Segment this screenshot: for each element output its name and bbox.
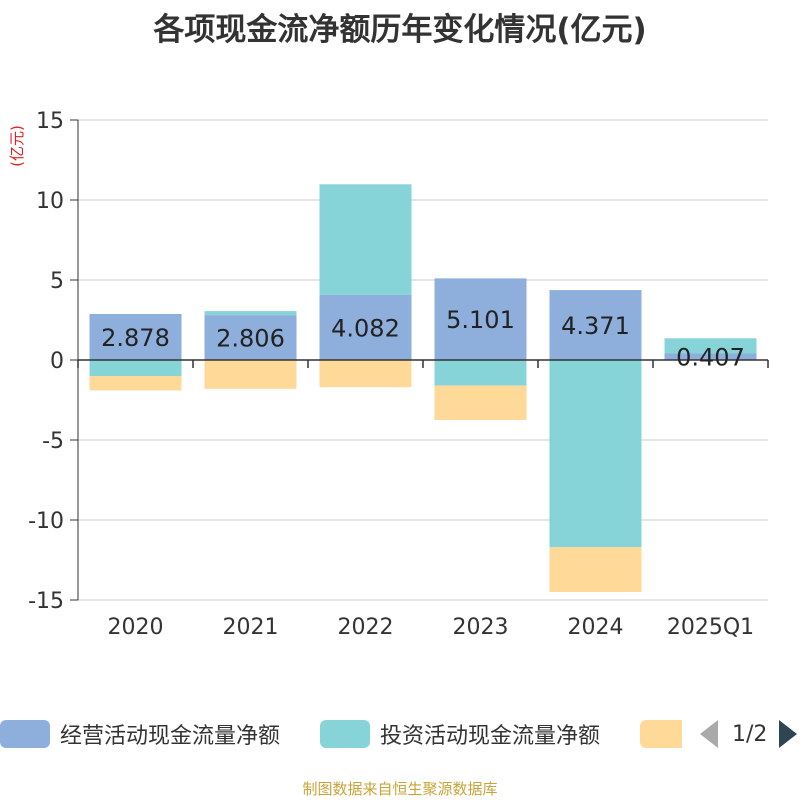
footer-source: 制图数据来自恒生聚源数据库: [302, 780, 498, 798]
legend-swatch-investing: [320, 720, 370, 748]
data-label: 4.082: [331, 314, 400, 342]
bar-operating: [204, 315, 297, 360]
x-tick-label: 2021: [223, 615, 279, 640]
data-label: 4.371: [561, 312, 630, 340]
bar-third: [89, 376, 182, 391]
data-label: 2.806: [216, 325, 285, 353]
bar-third: [319, 360, 412, 388]
bar-operating: [664, 353, 757, 360]
y-tick-label: 10: [36, 189, 64, 214]
bar-investing: [204, 311, 297, 316]
legend-item-third[interactable]: [640, 716, 682, 752]
grid-layer: [78, 119, 768, 601]
legend-swatch-third: [640, 720, 682, 748]
legend-label-investing: 投资活动现金流量净额: [380, 724, 601, 749]
bars-layer: [89, 184, 757, 592]
chart-title: 各项现金流净额历年变化情况(亿元): [153, 12, 647, 48]
bar-operating: [319, 294, 412, 360]
bar-investing: [664, 338, 757, 354]
bar-investing: [319, 184, 412, 295]
y-axis-unit-label: (亿元): [8, 125, 26, 167]
y-tick-label: 0: [50, 349, 64, 374]
bar-investing: [89, 360, 182, 376]
bar-investing: [549, 360, 642, 548]
bar-operating: [434, 278, 527, 360]
y-tick-label: 5: [50, 269, 64, 294]
x-tick-label: 2024: [568, 615, 624, 640]
bar-operating: [549, 290, 642, 360]
data-label: 0.407: [676, 344, 745, 372]
x-tick-label: 2023: [453, 615, 509, 640]
pager-text: 1/2: [732, 721, 768, 747]
y-tick-label: -15: [28, 589, 64, 614]
y-tick-label: 15: [36, 109, 64, 134]
x-tick-label: 2022: [338, 615, 394, 640]
data-label: 2.878: [101, 324, 170, 352]
bar-operating: [89, 313, 182, 360]
data-label: 5.101: [446, 306, 515, 334]
legend-pager: 1/2: [700, 716, 798, 752]
legend-label-operating: 经营活动现金流量净额: [60, 724, 281, 749]
pager-prev-icon[interactable]: [700, 720, 718, 748]
legend-swatch-operating: [0, 720, 50, 748]
legend-item-investing[interactable]: 投资活动现金流量净额: [320, 716, 600, 752]
bar-third: [549, 547, 642, 592]
x-tick-label: 2025Q1: [667, 615, 754, 640]
y-tick-label: -5: [42, 429, 64, 454]
y-tick-label: -10: [28, 509, 64, 534]
legend-item-operating[interactable]: 经营活动现金流量净额: [0, 716, 280, 752]
pager-next-icon[interactable]: [779, 720, 798, 748]
x-tick-label: 2020: [108, 615, 164, 640]
data-label-layer: 2.878 2.806 4.082 5.101 4.371 0.407: [101, 306, 745, 372]
bar-third: [204, 360, 297, 389]
bar-investing: [434, 360, 527, 386]
axis-layer: 15 10 5 0 -5 -10 -15 2020 2021 2022 2023 2024 2025Q1: [28, 109, 769, 640]
bar-third: [434, 385, 527, 420]
